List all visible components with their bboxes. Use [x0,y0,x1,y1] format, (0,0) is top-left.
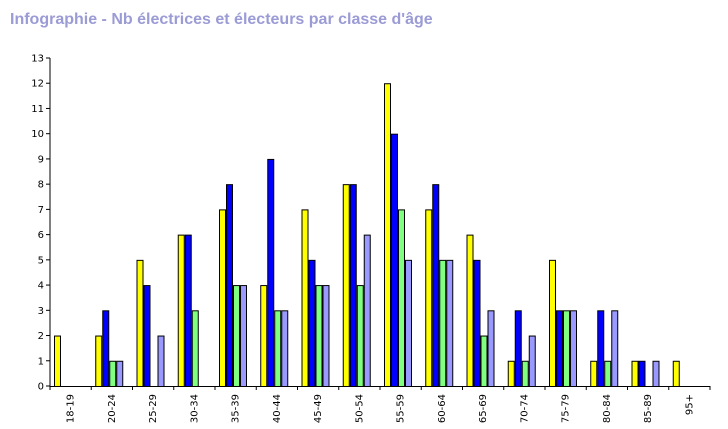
bar [631,360,639,387]
y-tick-label: 8 [38,180,44,191]
bar [109,360,117,387]
bar [102,310,110,387]
bar [95,335,103,387]
bar [136,259,144,388]
y-tick-label: 7 [38,205,44,216]
bar [528,335,536,387]
y-tick-label: 13 [31,54,44,65]
x-tick-label: 35-39 [231,394,242,423]
x-tick-label: 50-54 [354,394,365,423]
y-tick-label: 10 [31,129,44,140]
bar [446,259,454,388]
bar [219,209,226,387]
x-tick-label: 60-64 [437,394,448,423]
bar [177,234,185,387]
bar [240,285,247,388]
bar [384,83,391,387]
x-tick-label: 18-19 [66,394,77,423]
bar [191,310,199,387]
bar [466,234,474,387]
bar [342,184,350,387]
bar [363,234,371,387]
bar [267,158,275,387]
x-tick-label: 25-29 [148,394,159,423]
bar [405,259,412,388]
bar [184,234,192,387]
x-tick-label: 75-79 [561,394,572,423]
bar [398,209,405,387]
y-tick-label: 4 [38,281,44,292]
bar [652,360,660,387]
bar [611,310,619,387]
bar [425,209,433,387]
x-tick-label: 80-84 [602,394,613,423]
bar [143,285,151,388]
x-tick-label: 40-44 [272,394,283,423]
bar [570,310,577,387]
bar [597,310,605,387]
bar [563,310,570,387]
bar [301,209,309,387]
y-tick-label: 2 [38,331,44,342]
x-tick-label: 20-24 [107,394,118,423]
bar [590,360,598,387]
bar [549,259,556,388]
bar [439,259,447,388]
bar [274,310,282,387]
bar [233,285,240,388]
y-tick-label: 1 [38,356,44,367]
bar [507,360,515,387]
y-tick-label: 6 [38,230,44,241]
bar [322,285,330,388]
bar [349,184,357,387]
bar [487,310,495,387]
bar [672,360,680,387]
chart-title: Infographie - Nb électrices et électeurs… [10,11,433,28]
bar [315,285,323,388]
bar [260,285,268,388]
bar [356,285,364,388]
y-tick-label: 12 [31,79,44,90]
x-tick-label: 65-69 [478,394,489,423]
y-tick-label: 9 [38,154,44,165]
bar [116,360,124,387]
bar [226,184,233,387]
bar [604,360,612,387]
bar [480,335,488,387]
bar [521,360,529,387]
y-tick-label: 0 [38,382,44,393]
bar [308,259,316,388]
bar [157,335,165,387]
bar [556,310,563,387]
x-tick-label: 85-89 [643,394,654,423]
bar [473,259,481,388]
x-tick-label: 70-74 [519,394,530,423]
bar [54,335,61,387]
x-tick-label: 95+ [684,394,695,415]
bar [638,360,646,387]
x-tick-label: 55-59 [396,394,407,423]
x-tick-label: 45-49 [313,394,324,423]
bar [514,310,522,387]
y-tick-label: 5 [38,255,44,266]
bar [391,133,398,387]
x-tick-label: 30-34 [189,394,200,423]
bar [281,310,289,387]
bar [432,184,440,387]
y-tick-label: 11 [31,104,44,115]
y-tick-label: 3 [38,306,44,317]
